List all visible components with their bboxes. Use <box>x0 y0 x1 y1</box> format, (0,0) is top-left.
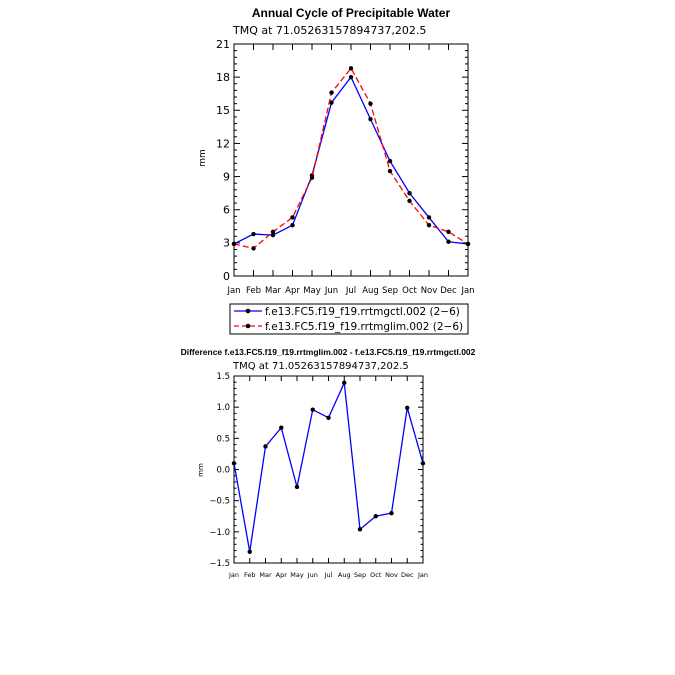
chart1-legend: f.e13.FC5.f19_f19.rrtmgctl.002 (2−6) f.e… <box>229 303 469 335</box>
x-tick-label: Jan <box>460 286 474 296</box>
data-point <box>309 175 315 180</box>
y-tick-label: 18 <box>216 71 230 84</box>
data-point <box>263 444 268 449</box>
chart1-title: Annual Cycle of Precipitable Water <box>252 6 451 20</box>
x-tick-label: Feb <box>244 571 256 579</box>
data-point <box>348 74 354 80</box>
data-point <box>290 222 295 228</box>
data-point <box>326 415 331 420</box>
data-point <box>389 510 394 516</box>
x-tick-label: Dec <box>440 286 457 296</box>
x-tick-label: Apr <box>285 286 300 296</box>
data-point <box>329 100 334 105</box>
data-point <box>407 198 412 204</box>
y-tick-label: 3 <box>223 237 230 250</box>
data-point <box>231 461 237 466</box>
data-point <box>294 484 300 490</box>
x-tick-label: Oct <box>370 571 382 579</box>
data-point <box>387 168 393 174</box>
x-tick-label: Jan <box>228 571 239 579</box>
data-point <box>251 246 256 251</box>
data-point <box>279 425 284 430</box>
series-line-1 <box>233 380 424 552</box>
y-tick-label: −1.0 <box>209 528 230 538</box>
data-point <box>357 527 363 532</box>
x-tick-label: Mar <box>259 571 272 579</box>
series-line-1 <box>233 75 469 245</box>
x-tick-label: Aug <box>362 286 379 296</box>
x-tick-label: Jul <box>345 286 356 296</box>
legend-series-2: f.e13.FC5.f19_f19.rrtmglim.002 (2−6) <box>265 321 463 333</box>
chart2-subtitle: TMQ at 71.05263157894737,202.5 <box>232 361 409 372</box>
x-tick-label: Nov <box>385 571 398 579</box>
data-point <box>446 229 451 235</box>
x-tick-label: Oct <box>402 286 417 296</box>
x-tick-label: May <box>303 286 321 296</box>
precipitable-water-chart: Annual Cycle of Precipitable Water TMQ a… <box>198 6 475 335</box>
chart2-title: Difference f.e13.FC5.f19_f19.rrtmglim.00… <box>181 347 476 357</box>
x-tick-label: Aug <box>338 571 351 579</box>
data-point <box>247 549 252 554</box>
data-point <box>387 158 393 164</box>
x-tick-label: Feb <box>246 286 261 296</box>
y-tick-label: 21 <box>216 38 230 51</box>
data-point <box>270 229 276 235</box>
data-point <box>373 514 378 519</box>
difference-chart: Difference f.e13.FC5.f19_f19.rrtmglim.00… <box>181 347 476 579</box>
y-tick-label: −0.5 <box>209 497 230 507</box>
chart1-subtitle: TMQ at 71.05263157894737,202.5 <box>232 24 426 37</box>
y-tick-label: 0.0 <box>216 465 230 475</box>
x-tick-label: Jun <box>324 286 338 296</box>
data-point <box>407 190 412 196</box>
data-point <box>231 241 237 247</box>
data-point <box>342 380 347 386</box>
y-tick-label: 6 <box>223 204 230 217</box>
y-tick-label: 0 <box>223 270 230 283</box>
x-tick-label: May <box>290 571 304 579</box>
y-tick-label: 12 <box>216 137 230 150</box>
data-point <box>446 239 451 244</box>
chart2-ylabel: mm <box>197 463 205 477</box>
data-point <box>290 215 295 220</box>
y-tick-label: 9 <box>223 170 230 183</box>
x-tick-label: Sep <box>354 571 366 579</box>
data-point <box>426 215 432 220</box>
x-tick-label: Apr <box>276 571 288 579</box>
x-tick-label: Mar <box>265 286 282 296</box>
data-point <box>310 407 315 412</box>
data-point <box>368 101 373 106</box>
y-tick-label: 0.5 <box>216 434 230 444</box>
chart1-ylabel: mm <box>198 149 208 167</box>
data-point <box>465 241 471 247</box>
x-tick-label: Jan <box>417 571 428 579</box>
x-tick-label: Jan <box>226 286 240 296</box>
data-point <box>405 405 410 410</box>
data-point <box>368 116 373 122</box>
x-tick-label: Jun <box>307 571 318 579</box>
data-point <box>420 461 426 466</box>
data-point <box>348 66 354 71</box>
data-point <box>329 90 334 95</box>
y-tick-label: 1.5 <box>216 372 230 382</box>
data-point <box>426 222 432 228</box>
data-point <box>270 232 276 238</box>
y-tick-label: 15 <box>216 104 230 117</box>
x-tick-label: Dec <box>401 571 414 579</box>
x-tick-label: Sep <box>382 286 398 296</box>
y-tick-label: −1.5 <box>209 559 230 569</box>
y-tick-label: 1.0 <box>216 403 230 413</box>
legend-series-1: f.e13.FC5.f19_f19.rrtmgctl.002 (2−6) <box>265 306 460 318</box>
x-tick-label: Jul <box>324 571 333 579</box>
x-tick-label: Nov <box>421 286 438 296</box>
data-point <box>251 231 256 237</box>
